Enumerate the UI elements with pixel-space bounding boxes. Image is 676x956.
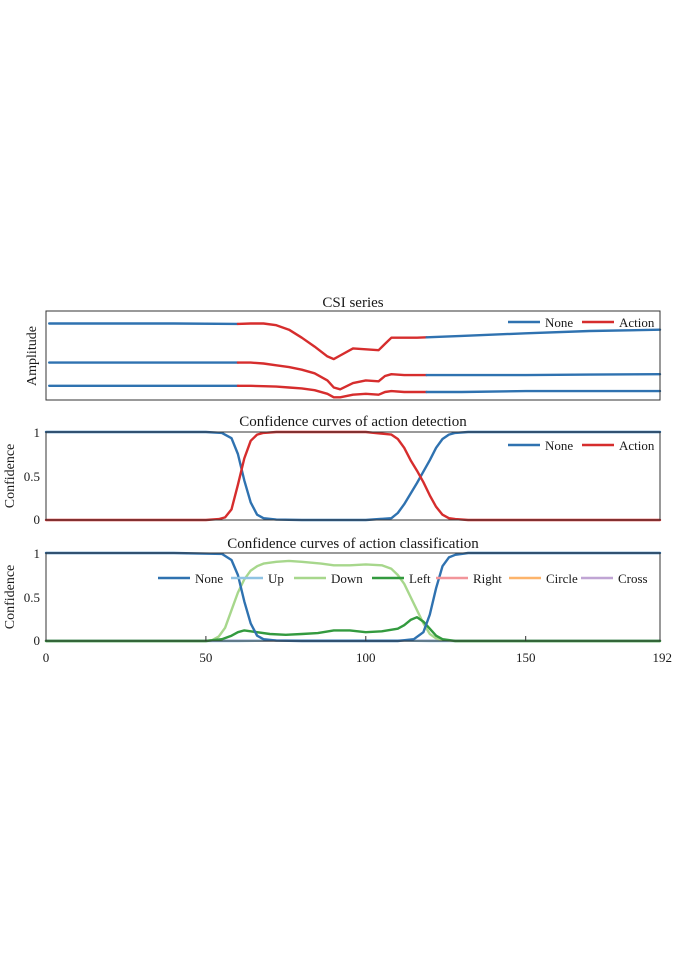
legend-label-down: Down	[331, 571, 363, 586]
action-detection-lines	[44, 430, 662, 522]
csi-series-axes-box	[45, 310, 661, 401]
legend-label-action: Action	[619, 315, 655, 330]
x-tick-label: 0	[43, 650, 50, 665]
x-tick-label: 100	[356, 650, 376, 665]
action-classification-ylabel: Confidence	[3, 565, 18, 630]
action-detection-ylabel: Confidence	[3, 444, 18, 509]
legend-label-left: Left	[409, 571, 431, 586]
legend-label-cross: Cross	[618, 571, 648, 586]
csi-line-3-none-segment-end	[425, 389, 662, 394]
x-tick-label: 50	[199, 650, 212, 665]
csi-line-2-action-segment	[236, 361, 428, 391]
ytick-label-1: 1	[34, 546, 41, 561]
legend-label-circle: Circle	[546, 571, 578, 586]
legend-label-none: None	[545, 438, 573, 453]
legend-label-action: Action	[619, 438, 655, 453]
x-tick-label: 192	[653, 650, 673, 665]
csi-series-title: CSI series	[322, 295, 383, 311]
csi-line-3-action-segment	[236, 384, 428, 399]
csi-line-2-none-segment-end	[425, 373, 662, 377]
csi-series-ylabel: Amplitude	[25, 326, 40, 386]
x-tick-label: 150	[516, 650, 536, 665]
legend-label-right: Right	[473, 571, 502, 586]
csi-series-panel: CSI series Amplitude None Action	[25, 295, 662, 401]
action-classification-axes-box	[45, 552, 661, 642]
action-classification-legend: None Up Down Left Right Circle Cross	[158, 571, 648, 586]
action-classification-panel: Confidence curves of action classificati…	[3, 536, 672, 665]
detection-line-action	[44, 430, 662, 522]
action-detection-panel: Confidence curves of action detection Co…	[3, 414, 662, 527]
x-axis-ticks: 0 50 100 150 192	[43, 636, 672, 665]
ytick-label-1: 1	[34, 425, 41, 440]
csi-line-1-none-segment-end	[425, 328, 662, 339]
ytick-label-0-5: 0.5	[24, 590, 40, 605]
action-detection-legend: None Action	[508, 438, 655, 453]
action-detection-title: Confidence curves of action detection	[239, 414, 467, 430]
classification-line-down	[44, 559, 662, 643]
csi-series-lines	[48, 322, 662, 399]
classification-line-left	[44, 616, 662, 643]
detection-line-none	[44, 430, 662, 522]
ytick-label-0: 0	[34, 512, 41, 527]
ytick-label-0: 0	[34, 633, 41, 648]
csi-line-1-action-segment	[236, 322, 428, 361]
csi-series-legend: None Action	[508, 315, 655, 330]
action-detection-axes-box	[45, 431, 661, 521]
legend-label-none: None	[545, 315, 573, 330]
ytick-label-0-5: 0.5	[24, 469, 40, 484]
action-classification-title: Confidence curves of action classificati…	[227, 536, 479, 552]
legend-label-none: None	[195, 571, 223, 586]
legend-label-up: Up	[268, 571, 284, 586]
